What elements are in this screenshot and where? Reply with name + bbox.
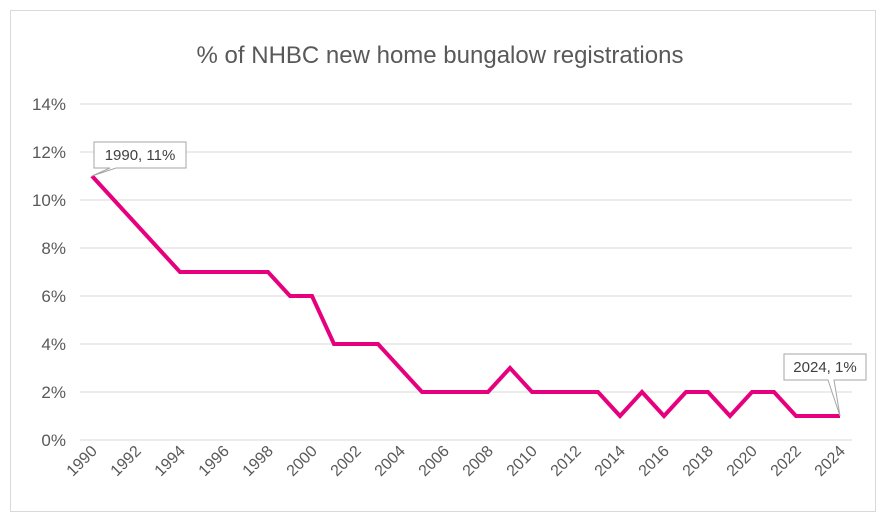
x-tick-label: 1998 — [240, 443, 277, 480]
x-tick-label: 2010 — [504, 443, 541, 480]
x-tick-label: 2002 — [328, 443, 365, 480]
x-tick-label: 2004 — [372, 443, 409, 480]
x-tick-label: 2022 — [768, 443, 805, 480]
callout-label: 2024, 1% — [793, 359, 856, 376]
x-tick-label: 1992 — [108, 443, 145, 480]
x-tick-label: 1994 — [152, 443, 189, 480]
y-tick-label: 4% — [41, 335, 66, 354]
y-tick-label: 10% — [32, 191, 66, 210]
y-tick-label: 8% — [41, 239, 66, 258]
x-tick-label: 2008 — [460, 443, 497, 480]
data-callout: 1990, 11% — [91, 141, 187, 177]
x-tick-label: 1990 — [64, 443, 101, 480]
callout-box — [783, 353, 867, 417]
series-line — [90, 174, 840, 419]
callout-box — [91, 141, 187, 177]
callout-label: 1990, 11% — [105, 147, 176, 164]
gridlines — [80, 103, 852, 441]
x-tick-label: 2014 — [592, 443, 629, 480]
x-tick-label: 2006 — [416, 443, 453, 480]
y-tick-label: 0% — [41, 431, 66, 450]
y-axis-labels: 0% 2% 4% 6% 8% 10% 12% 14% — [32, 95, 66, 450]
x-tick-label: 2016 — [636, 443, 673, 480]
y-tick-label: 12% — [32, 143, 66, 162]
x-tick-label: 2000 — [284, 443, 321, 480]
data-callout: 2024, 1% — [783, 353, 867, 417]
y-tick-label: 6% — [41, 287, 66, 306]
y-tick-label: 2% — [41, 383, 66, 402]
x-axis-labels: 1990 1992 1994 1996 1998 2000 2002 2004 2006 2008… — [64, 443, 849, 480]
chart-title: % of NHBC new home bungalow registration… — [196, 42, 684, 69]
x-tick-label: 2018 — [680, 443, 717, 480]
annotations-layer: 1990, 11% 2024, 1% — [91, 141, 867, 417]
x-tick-label: 1996 — [196, 443, 233, 480]
x-tick-label: 2020 — [724, 443, 761, 480]
y-tick-label: 14% — [32, 95, 66, 114]
chart-area — [10, 10, 876, 512]
x-tick-label: 2012 — [548, 443, 585, 480]
x-tick-label: 2024 — [812, 443, 849, 480]
series-layer — [90, 174, 840, 419]
